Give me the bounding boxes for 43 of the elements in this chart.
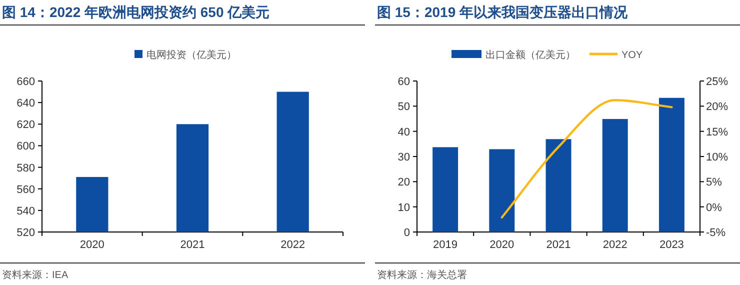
y2-tick-label: 25% xyxy=(706,76,728,88)
chart-title: 图 15：2019 年以来我国变压器出口情况 xyxy=(377,4,628,20)
y-tick-label: 560 xyxy=(16,184,35,196)
bar xyxy=(602,119,628,232)
bar xyxy=(546,139,572,232)
y-tick-label: 620 xyxy=(16,119,35,132)
bar xyxy=(432,147,458,232)
y2-tick-label: 0% xyxy=(706,202,722,214)
y-tick-label: 50 xyxy=(398,101,410,114)
y-tick-label: 10 xyxy=(398,202,410,214)
x-tick-label: 2023 xyxy=(659,239,684,251)
y-tick-label: 600 xyxy=(16,140,35,153)
y-tick-label: 30 xyxy=(398,152,410,164)
x-tick-label: 2020 xyxy=(490,239,514,251)
x-tick-label: 2020 xyxy=(80,239,104,251)
y-tick-label: 580 xyxy=(16,162,35,174)
legend-label: 电网投资（亿美元） xyxy=(146,49,236,61)
x-tick-label: 2022 xyxy=(280,239,306,251)
x-tick-label: 2021 xyxy=(546,239,571,251)
y-tick-label: 640 xyxy=(16,98,35,110)
text: 资料来源：IEA xyxy=(2,269,68,281)
y2-tick-label: -5% xyxy=(706,227,726,239)
x-tick-label: 2022 xyxy=(602,239,628,251)
bar xyxy=(658,98,684,232)
y-tick-label: 540 xyxy=(16,205,35,218)
x-tick-label: 2019 xyxy=(433,239,458,251)
text: 资料来源：海关总署 xyxy=(377,269,467,281)
chart-title: 图 14：2022 年欧洲电网投资约 650 亿美元 xyxy=(2,4,270,20)
y-tick-label: 520 xyxy=(16,227,35,239)
x-tick-label: 2021 xyxy=(180,239,205,251)
line-series xyxy=(500,99,673,219)
y2-tick-label: 20% xyxy=(706,101,728,114)
y-tick-label: 20 xyxy=(398,176,410,189)
y2-tick-label: 5% xyxy=(706,176,722,189)
legend-label: YOY xyxy=(622,50,643,61)
y-tick-label: 60 xyxy=(398,76,410,88)
y2-tick-label: 10% xyxy=(706,152,728,164)
y-tick-label: 660 xyxy=(16,76,35,88)
bar xyxy=(489,149,515,232)
y2-tick-label: 15% xyxy=(706,126,728,138)
y-tick-label: 0 xyxy=(404,227,410,239)
y-tick-label: 40 xyxy=(398,126,410,138)
legend-label: 出口金额（亿美元） xyxy=(486,49,576,61)
